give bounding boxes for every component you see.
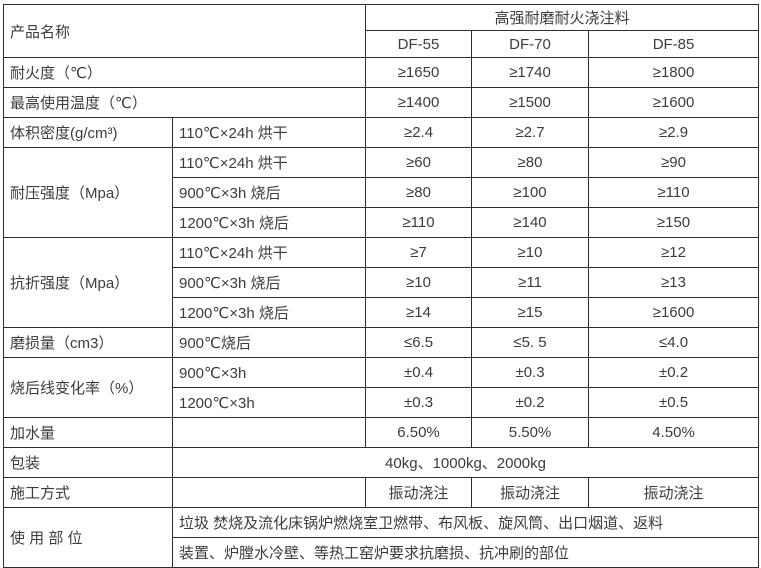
- cell-linear-1200-df70: ±0.2: [471, 387, 590, 418]
- cell-water-df55: 6.50%: [365, 417, 473, 448]
- condition-flexural-1200: 1200℃×3h 烧后: [171, 297, 367, 328]
- row-label-fire-resistance: 耐火度（℃）: [2, 57, 367, 88]
- row-label-max-service-temp: 最高使用温度（℃）: [2, 87, 367, 118]
- table-row: 产品名称 高强耐磨耐火浇注料: [2, 4, 760, 58]
- cell-linear-1200-df85: ±0.5: [588, 387, 760, 418]
- condition-flexural-110: 110℃×24h 烘干: [171, 237, 367, 268]
- cell-flexural-110-df55: ≥7: [365, 237, 473, 268]
- condition-linear-1200: 1200℃×3h: [171, 387, 367, 418]
- row-label-bulk-density: 体积密度(g/cm³): [3, 117, 173, 148]
- table-row: 施工方式 振动浇注 振动浇注 振动浇注: [3, 477, 760, 508]
- cell-linear-900-df55: ±0.4: [365, 357, 473, 388]
- cell-construction-df55: 振动浇注: [365, 477, 473, 508]
- cell-flexural-1200-df70: ≥15: [471, 297, 590, 328]
- cell-max-temp-df70: ≥1500: [471, 87, 590, 118]
- table-row: 1200℃×3h 烧后 ≥14 ≥15 ≥1600: [4, 297, 760, 328]
- cell-construction-df70: 振动浇注: [471, 477, 590, 508]
- model-header-df85: DF-85: [588, 30, 760, 58]
- cell-flexural-900-df70: ≥11: [471, 267, 590, 298]
- row-label-packaging: 包装: [3, 447, 173, 478]
- cell-construction-df85: 振动浇注: [588, 477, 760, 508]
- cell-abrasion-df85: ≤4.0: [588, 327, 760, 358]
- table-row: 磨损量（cm3） 900℃烧后 ≤6.5 ≤5. 5 ≤4.0: [3, 327, 760, 358]
- table-row: 900℃×3h 烧后 ≥80 ≥100 ≥110: [4, 177, 760, 208]
- cell-compressive-1200-df70: ≥140: [471, 207, 590, 238]
- row-label-linear-change: 烧后线变化率（%）: [3, 357, 173, 418]
- cell-packaging-value: 40kg、1000kg、2000kg: [171, 447, 760, 478]
- table-row: 包装 40kg、1000kg、2000kg: [3, 447, 760, 478]
- condition-linear-900: 900℃×3h: [171, 357, 367, 388]
- product-name-label: 产品名称: [2, 4, 367, 58]
- condition-abrasion-loss: 900℃烧后: [171, 327, 367, 358]
- table-row: 体积密度(g/cm³) 110℃×24h 烘干 ≥2.4 ≥2.7 ≥2.9: [3, 117, 760, 148]
- row-label-flexural-strength: 抗折强度（Mpa）: [3, 237, 173, 328]
- cell-flexural-900-df85: ≥13: [588, 267, 760, 298]
- table-row: 1200℃×3h 烧后 ≥110 ≥140 ≥150: [4, 207, 760, 238]
- cell-linear-900-df70: ±0.3: [471, 357, 590, 388]
- cell-max-temp-df85: ≥1600: [588, 87, 760, 118]
- cell-compressive-900-df70: ≥100: [471, 177, 590, 208]
- cell-flexural-900-df55: ≥10: [365, 267, 473, 298]
- cell-bulk-density-df70: ≥2.7: [471, 117, 590, 148]
- cell-compressive-900-df85: ≥110: [588, 177, 760, 208]
- empty-cell-construction-method: [171, 477, 367, 508]
- table-row: 最高使用温度（℃） ≥1400 ≥1500 ≥1600: [2, 87, 760, 118]
- cell-max-temp-df55: ≥1400: [365, 87, 473, 118]
- empty-cell-water-addition: [171, 417, 367, 448]
- cell-compressive-110-df70: ≥80: [471, 147, 590, 178]
- table-row: 抗折强度（Mpa） 110℃×24h 烘干 ≥7 ≥10 ≥12: [3, 237, 760, 328]
- cell-application-line-1: 垃圾 焚烧及流化床锅炉燃烧室卫燃带、布风板、旋风筒、出口烟道、返料: [171, 507, 760, 538]
- cell-compressive-1200-df55: ≥110: [365, 207, 473, 238]
- row-label-compressive-strength: 耐压强度（Mpa）: [3, 147, 173, 238]
- table-row: DF-55 DF-70 DF-85: [4, 30, 760, 58]
- cell-fire-resistance-df55: ≥1650: [365, 57, 473, 88]
- cell-compressive-900-df55: ≥80: [365, 177, 473, 208]
- cell-bulk-density-df85: ≥2.9: [588, 117, 760, 148]
- cell-compressive-110-df85: ≥90: [588, 147, 760, 178]
- cell-linear-1200-df55: ±0.3: [365, 387, 473, 418]
- condition-compressive-1200: 1200℃×3h 烧后: [171, 207, 367, 238]
- row-label-water-addition: 加水量: [3, 417, 173, 448]
- cell-water-df70: 5.50%: [471, 417, 590, 448]
- model-header-df70: DF-70: [471, 30, 590, 58]
- cell-fire-resistance-df70: ≥1740: [471, 57, 590, 88]
- cell-bulk-density-df55: ≥2.4: [365, 117, 473, 148]
- table-row: 耐火度（℃） ≥1650 ≥1740 ≥1800: [2, 57, 760, 88]
- row-label-construction-method: 施工方式: [3, 477, 173, 508]
- cell-flexural-110-df70: ≥10: [471, 237, 590, 268]
- model-header-df55: DF-55: [365, 30, 473, 58]
- condition-bulk-density: 110℃×24h 烘干: [171, 117, 367, 148]
- cell-compressive-110-df55: ≥60: [365, 147, 473, 178]
- table-row: 烧后线变化率（%） 900℃×3h ±0.4 ±0.3 ±0.2: [3, 357, 760, 418]
- cell-abrasion-df70: ≤5. 5: [471, 327, 590, 358]
- row-label-abrasion-loss: 磨损量（cm3）: [3, 327, 173, 358]
- condition-compressive-900: 900℃×3h 烧后: [171, 177, 367, 208]
- cell-water-df85: 4.50%: [588, 417, 760, 448]
- cell-flexural-110-df85: ≥12: [588, 237, 760, 268]
- cell-flexural-1200-df55: ≥14: [365, 297, 473, 328]
- table-row: 使 用 部 位 垃圾 焚烧及流化床锅炉燃烧室卫燃带、布风板、旋风筒、出口烟道、返…: [3, 507, 760, 568]
- cell-abrasion-df55: ≤6.5: [365, 327, 473, 358]
- cell-fire-resistance-df85: ≥1800: [588, 57, 760, 88]
- table-row: 装置、炉膛水冷壁、等热工窑炉要求抗磨损、抗冲刷的部位: [4, 537, 760, 568]
- table-row: 900℃×3h 烧后 ≥10 ≥11 ≥13: [4, 267, 760, 298]
- cell-flexural-1200-df85: ≥1600: [588, 297, 760, 328]
- row-label-application-parts: 使 用 部 位: [3, 507, 173, 568]
- table-row: 加水量 6.50% 5.50% 4.50%: [3, 417, 760, 448]
- product-spec-table: 产品名称 高强耐磨耐火浇注料 DF-55 DF-70 DF-85 耐火度（℃） …: [2, 4, 760, 568]
- category-header: 高强耐磨耐火浇注料: [365, 4, 760, 31]
- table-row: 1200℃×3h ±0.3 ±0.2 ±0.5: [4, 387, 760, 418]
- cell-compressive-1200-df85: ≥150: [588, 207, 760, 238]
- cell-application-line-2: 装置、炉膛水冷壁、等热工窑炉要求抗磨损、抗冲刷的部位: [171, 537, 760, 568]
- table-row: 耐压强度（Mpa） 110℃×24h 烘干 ≥60 ≥80 ≥90: [3, 147, 760, 238]
- condition-flexural-900: 900℃×3h 烧后: [171, 267, 367, 298]
- condition-compressive-110: 110℃×24h 烘干: [171, 147, 367, 178]
- cell-linear-900-df85: ±0.2: [588, 357, 760, 388]
